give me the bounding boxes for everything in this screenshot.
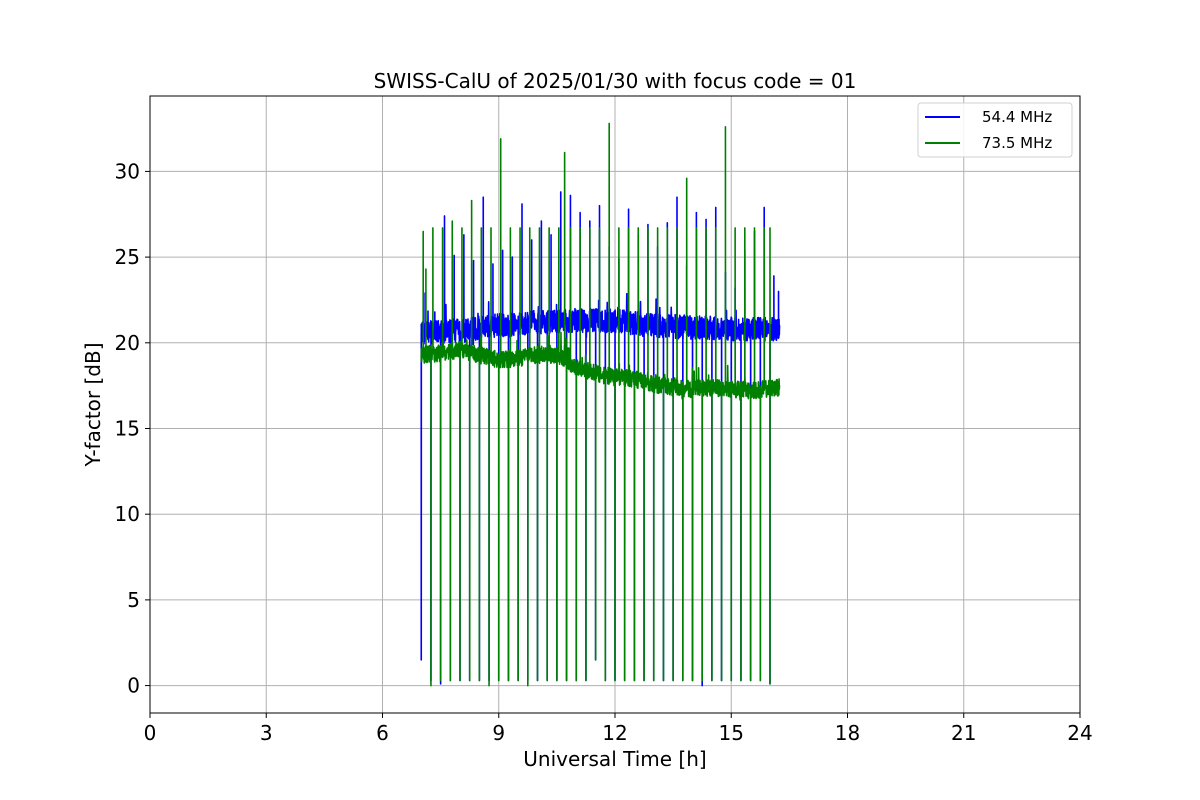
- y-tick-label: 5: [127, 588, 140, 612]
- legend-label-54-4-mhz: 54.4 MHz: [982, 108, 1052, 126]
- y-tick-label: 20: [115, 331, 140, 355]
- y-tick-label: 10: [115, 502, 140, 526]
- x-tick-label: 21: [951, 721, 976, 745]
- legend: 54.4 MHz 73.5 MHz: [917, 102, 1073, 158]
- axis-ticks: 0 3 6 9 12 15 18 21 24 0 5 10 15 20 25 30: [115, 159, 1093, 745]
- x-tick-label: 0: [144, 721, 157, 745]
- plot-area: [420, 122, 781, 687]
- x-tick-label: 15: [719, 721, 744, 745]
- x-tick-label: 3: [260, 721, 273, 745]
- x-tick-label: 9: [492, 721, 505, 745]
- chart-title: SWISS-CalU of 2025/01/30 with focus code…: [374, 69, 857, 93]
- y-tick-label: 0: [127, 674, 140, 698]
- y-tick-label: 30: [115, 159, 140, 183]
- y-tick-label: 25: [115, 245, 140, 269]
- x-axis-label: Universal Time [h]: [523, 747, 706, 771]
- x-tick-label: 6: [376, 721, 389, 745]
- x-tick-label: 24: [1067, 721, 1092, 745]
- legend-label-73-5-mhz: 73.5 MHz: [982, 134, 1052, 152]
- series-line-73-5-mhz: [420, 122, 781, 687]
- x-tick-label: 18: [835, 721, 860, 745]
- y-axis-label: Y-factor [dB]: [81, 342, 105, 467]
- x-tick-label: 12: [602, 721, 627, 745]
- y-tick-label: 15: [115, 416, 140, 440]
